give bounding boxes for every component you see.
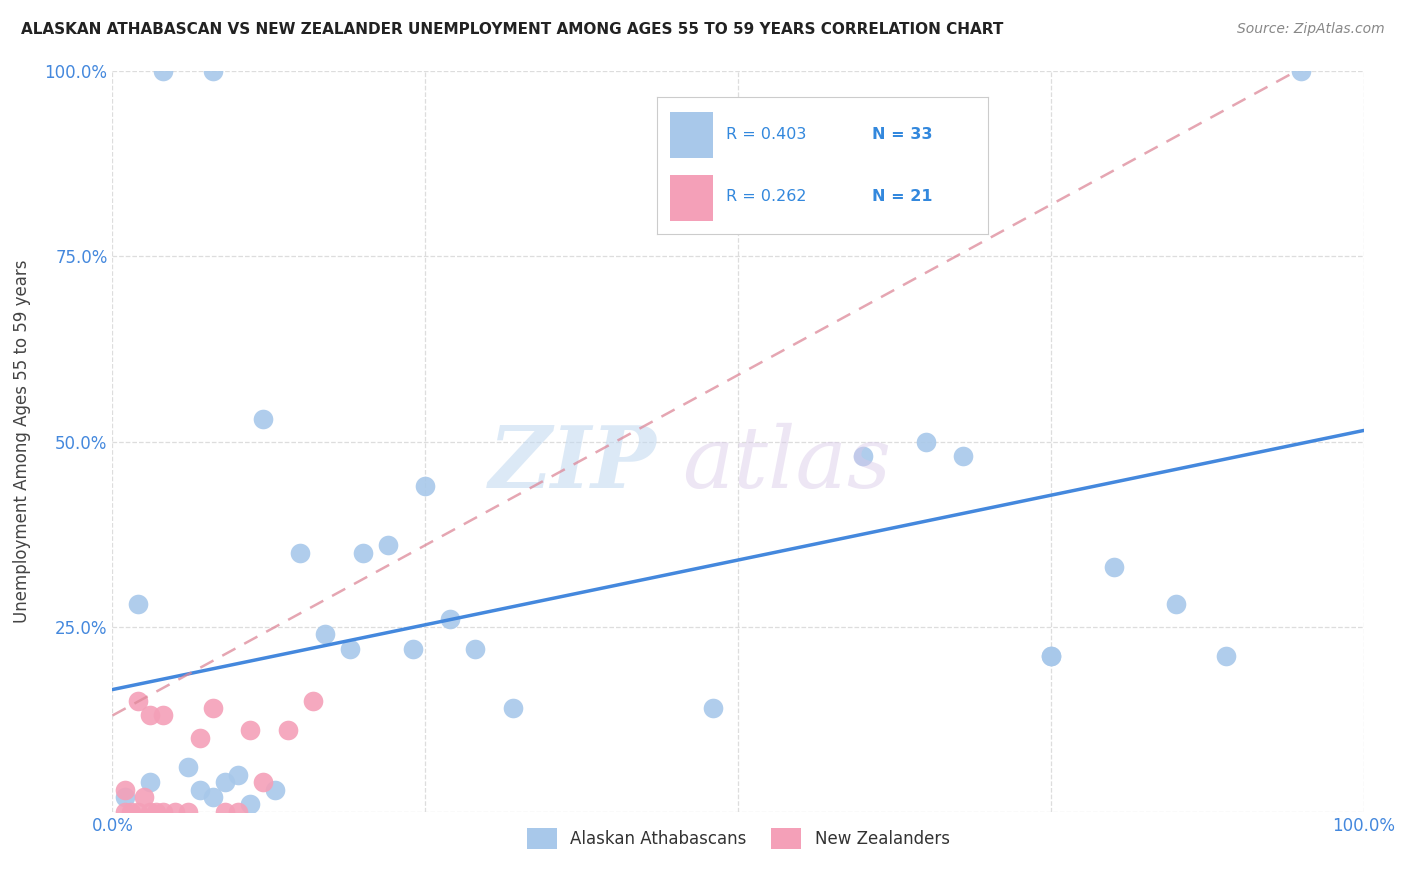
Point (915, 434, 938, 449)
Point (163, 805, 186, 819)
Point (152, 708, 174, 723)
Point (239, 723, 262, 738)
Point (139, 805, 162, 819)
Point (277, 723, 299, 738)
Point (1039, 649, 1063, 664)
Point (852, 450, 875, 464)
Text: Source: ZipAtlas.com: Source: ZipAtlas.com (1237, 22, 1385, 37)
Text: ALASKAN ATHABASCAN VS NEW ZEALANDER UNEMPLOYMENT AMONG AGES 55 TO 59 YEARS CORRE: ALASKAN ATHABASCAN VS NEW ZEALANDER UNEM… (21, 22, 1004, 37)
Point (214, 775, 236, 789)
Point (201, 64, 224, 78)
Point (114, 782, 136, 797)
Point (214, 805, 236, 819)
Point (339, 641, 361, 656)
Point (226, 805, 249, 819)
Point (127, 805, 149, 819)
Point (252, 412, 274, 426)
Point (377, 538, 399, 552)
Point (152, 64, 174, 78)
Point (127, 598, 149, 612)
Point (188, 731, 211, 745)
Point (952, 450, 974, 464)
Point (188, 782, 211, 797)
Y-axis label: Unemployment Among Ages 55 to 59 years: Unemployment Among Ages 55 to 59 years (13, 260, 31, 624)
Text: ZIP: ZIP (489, 422, 657, 506)
Legend: Alaskan Athabascans, New Zealanders: Alaskan Athabascans, New Zealanders (520, 822, 956, 855)
Point (1102, 560, 1125, 574)
Point (464, 641, 486, 656)
Point (1291, 64, 1313, 78)
Point (1039, 649, 1063, 664)
Point (127, 694, 149, 708)
Point (301, 694, 323, 708)
Point (239, 797, 262, 812)
Point (201, 701, 224, 715)
Point (439, 612, 461, 626)
Point (201, 789, 224, 804)
Point (402, 641, 425, 656)
Point (120, 805, 142, 819)
Point (1215, 649, 1237, 664)
Text: atlas: atlas (682, 423, 891, 505)
Point (226, 767, 249, 781)
Point (176, 805, 198, 819)
Point (132, 789, 155, 804)
Point (413, 479, 436, 493)
Point (139, 775, 162, 789)
Point (139, 708, 162, 723)
Point (114, 805, 136, 819)
Point (145, 805, 167, 819)
Point (176, 760, 198, 774)
Point (702, 701, 724, 715)
Point (314, 627, 336, 641)
Point (502, 701, 524, 715)
Point (352, 546, 374, 560)
Point (264, 782, 287, 797)
Point (114, 789, 136, 804)
Point (152, 805, 174, 819)
Point (290, 546, 312, 560)
Point (252, 775, 274, 789)
Point (1164, 598, 1187, 612)
